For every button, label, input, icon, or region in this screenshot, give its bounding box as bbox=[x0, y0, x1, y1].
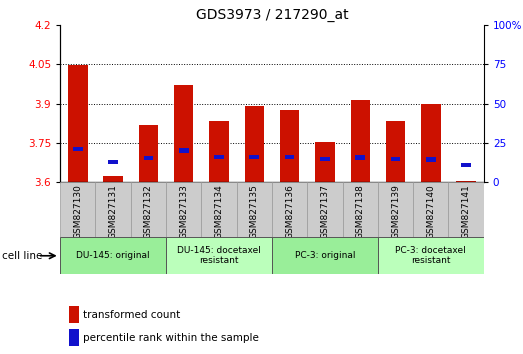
Bar bbox=[421, 104, 440, 182]
Bar bbox=[378, 182, 413, 237]
Text: DU-145: docetaxel
resistant: DU-145: docetaxel resistant bbox=[177, 246, 261, 266]
Bar bbox=[315, 142, 335, 182]
Bar bbox=[73, 147, 83, 152]
Bar bbox=[139, 125, 158, 182]
Text: GSM827140: GSM827140 bbox=[426, 184, 435, 239]
Text: GSM827138: GSM827138 bbox=[356, 184, 365, 239]
Text: transformed count: transformed count bbox=[84, 310, 180, 320]
Text: GSM827136: GSM827136 bbox=[285, 184, 294, 239]
Bar bbox=[285, 155, 294, 159]
Text: GSM827141: GSM827141 bbox=[462, 184, 471, 239]
Bar bbox=[355, 155, 365, 160]
Bar bbox=[350, 99, 370, 182]
Bar bbox=[69, 306, 79, 323]
Text: PC-3: original: PC-3: original bbox=[294, 251, 355, 260]
Bar bbox=[272, 182, 308, 237]
Bar bbox=[426, 158, 436, 162]
Bar bbox=[320, 157, 330, 161]
Text: GSM827134: GSM827134 bbox=[214, 184, 223, 239]
Bar bbox=[179, 148, 189, 153]
Text: DU-145: original: DU-145: original bbox=[76, 251, 150, 260]
Bar bbox=[413, 182, 449, 237]
Text: GSM827137: GSM827137 bbox=[321, 184, 329, 239]
Bar bbox=[245, 106, 264, 182]
Bar bbox=[108, 160, 118, 164]
Bar bbox=[272, 237, 378, 274]
Text: GSM827139: GSM827139 bbox=[391, 184, 400, 239]
Bar bbox=[166, 182, 201, 237]
Bar bbox=[104, 176, 123, 182]
Text: GSM827132: GSM827132 bbox=[144, 184, 153, 239]
Bar bbox=[166, 237, 272, 274]
Bar bbox=[391, 157, 401, 161]
Text: percentile rank within the sample: percentile rank within the sample bbox=[84, 333, 259, 343]
Bar bbox=[378, 237, 484, 274]
Bar bbox=[201, 182, 236, 237]
Bar bbox=[249, 155, 259, 159]
Bar bbox=[449, 182, 484, 237]
Bar bbox=[214, 155, 224, 159]
Text: GSM827130: GSM827130 bbox=[73, 184, 82, 239]
Bar bbox=[68, 65, 87, 182]
Bar bbox=[131, 182, 166, 237]
Bar bbox=[386, 121, 405, 182]
Bar bbox=[60, 237, 166, 274]
Bar bbox=[143, 156, 153, 160]
Text: GSM827133: GSM827133 bbox=[179, 184, 188, 239]
Bar bbox=[209, 121, 229, 182]
Bar bbox=[280, 110, 299, 182]
Text: GSM827135: GSM827135 bbox=[250, 184, 259, 239]
Bar bbox=[95, 182, 131, 237]
Bar bbox=[457, 181, 476, 182]
Bar bbox=[174, 85, 194, 182]
Text: PC-3: docetaxel
resistant: PC-3: docetaxel resistant bbox=[395, 246, 466, 266]
Bar bbox=[461, 163, 471, 167]
Bar bbox=[236, 182, 272, 237]
Title: GDS3973 / 217290_at: GDS3973 / 217290_at bbox=[196, 8, 348, 22]
Bar bbox=[60, 182, 95, 237]
Bar bbox=[343, 182, 378, 237]
Bar bbox=[307, 182, 343, 237]
Text: cell line: cell line bbox=[2, 251, 42, 261]
Bar bbox=[69, 329, 79, 347]
Text: GSM827131: GSM827131 bbox=[109, 184, 118, 239]
